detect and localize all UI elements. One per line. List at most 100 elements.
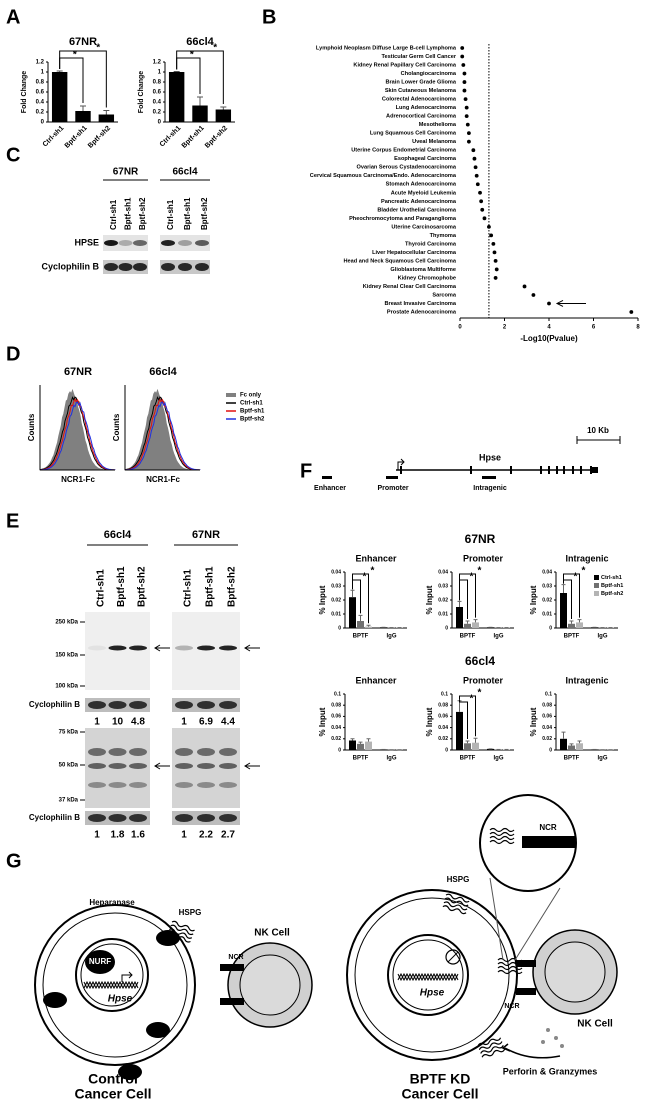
bar xyxy=(192,105,208,122)
exon xyxy=(556,466,558,474)
significance-bracket xyxy=(59,50,107,108)
error-bar xyxy=(366,738,371,742)
x-axis-label: NCR1-Fc xyxy=(146,475,180,484)
bar xyxy=(576,622,583,628)
dot xyxy=(479,199,484,204)
band xyxy=(195,240,209,246)
band xyxy=(175,701,193,709)
x-tick-label: Ctrl-sh1 xyxy=(159,125,183,149)
significance-star: * xyxy=(371,566,375,577)
y-tick-label: 0.03 xyxy=(331,583,341,589)
legend-label: Bptf-sh2 xyxy=(601,591,623,597)
error-bar xyxy=(80,105,86,111)
marker-label: 37 kDa xyxy=(59,798,79,804)
category-label: Uveal Melanoma xyxy=(412,139,457,145)
dot xyxy=(547,301,551,306)
heparanase xyxy=(156,930,180,946)
category-label: Kidney Chromophobe xyxy=(398,275,456,281)
cell-membrane xyxy=(354,897,510,1053)
y-axis-label: % Input xyxy=(425,585,434,614)
dna xyxy=(83,980,139,990)
significance-bracket xyxy=(563,573,580,618)
band xyxy=(161,263,175,271)
arrow xyxy=(244,762,260,770)
granule xyxy=(541,1040,545,1044)
category-label: Pheochromocytoma and Paraganglioma xyxy=(349,216,457,222)
band xyxy=(88,748,106,756)
panel-letter: E xyxy=(6,510,19,532)
category-label: Colorectal Adenocarcinoma xyxy=(382,97,457,103)
dot xyxy=(467,131,471,136)
legend-label: Ctrl-sh1 xyxy=(601,575,622,581)
dot xyxy=(493,259,498,263)
bar xyxy=(365,741,372,750)
exon xyxy=(400,466,402,474)
bar xyxy=(487,748,494,750)
bar xyxy=(576,743,583,750)
chart-title: Promoter xyxy=(463,553,504,563)
hspg xyxy=(489,827,515,845)
bar xyxy=(98,114,115,122)
band xyxy=(104,240,118,246)
lane-label: Ctrl-sh1 xyxy=(166,199,175,230)
panel-letter: D xyxy=(6,343,20,365)
legend-label: Ctrl-sh1 xyxy=(240,401,263,407)
band xyxy=(108,782,127,788)
x-tick-label: IgG xyxy=(387,634,397,640)
granule xyxy=(554,1036,558,1040)
y-axis-label: Counts xyxy=(27,413,36,441)
hspg-label: HSPG xyxy=(179,908,202,917)
category-label: Testicular Germ Cell Cancer xyxy=(381,54,456,60)
exon xyxy=(540,466,542,474)
lane-label: Bptf-sh1 xyxy=(205,566,216,607)
exon xyxy=(592,467,598,473)
quantification: 1 xyxy=(94,717,100,728)
category-label: Adrenocortical Carcinoma xyxy=(386,114,457,120)
hspg-chain xyxy=(169,928,193,939)
hspg-label: HSPG xyxy=(447,875,470,884)
band xyxy=(178,263,192,271)
nk-nucleus xyxy=(239,954,301,1016)
category-label: Kidney Renal Papillary Cell Carcinoma xyxy=(353,63,456,69)
dot xyxy=(460,46,465,50)
y-axis-label: % Input xyxy=(529,707,538,736)
band xyxy=(219,782,237,788)
y-tick-label: 0.06 xyxy=(438,714,448,720)
band xyxy=(88,814,106,822)
band xyxy=(108,701,127,709)
y-tick-label: 0.04 xyxy=(542,725,552,731)
significance-star: * xyxy=(470,572,474,583)
error-bar xyxy=(350,738,355,741)
plot-title: 67NR xyxy=(64,366,92,378)
bar xyxy=(168,72,185,122)
dna xyxy=(397,972,459,982)
error-bar xyxy=(56,70,63,72)
bar xyxy=(456,607,463,628)
category-label: Esophageal Carcinoma xyxy=(394,156,457,162)
significance-star: * xyxy=(363,572,367,583)
legend-swatch xyxy=(594,583,599,588)
x-tick-label: IgG xyxy=(598,634,608,640)
dot xyxy=(462,80,467,84)
y-tick-label: 0.02 xyxy=(438,736,448,742)
significance-star: * xyxy=(582,566,586,577)
hspg-chain xyxy=(480,1045,504,1054)
x-tick-label: BPTF xyxy=(564,634,580,640)
y-tick-label: 0.6 xyxy=(153,90,162,96)
category-label: Cholangiocarcinoma xyxy=(401,71,457,77)
histogram-line xyxy=(39,398,116,471)
legend-label: Bptf-sh1 xyxy=(240,409,265,415)
arrow-head xyxy=(501,1043,511,1052)
y-tick-label: 0 xyxy=(338,747,341,753)
granule xyxy=(546,1028,550,1032)
dot xyxy=(493,276,498,280)
chart-title: Promoter xyxy=(463,675,504,685)
category-label: Lymphoid Neoplasm Diffuse Large B-cell L… xyxy=(316,45,457,51)
region-label: Intragenic xyxy=(473,485,507,492)
legend-label: Fc only xyxy=(240,393,262,399)
dot xyxy=(629,310,634,314)
dot xyxy=(463,97,468,101)
heparanase xyxy=(43,992,67,1008)
significance-star: * xyxy=(213,43,217,54)
